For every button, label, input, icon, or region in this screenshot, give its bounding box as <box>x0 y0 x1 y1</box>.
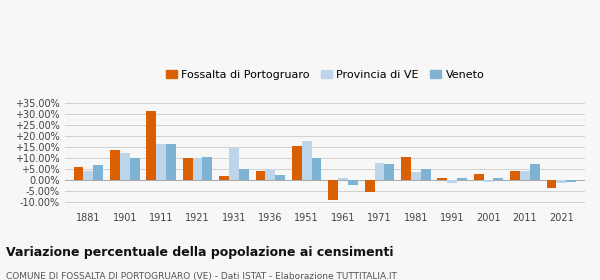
Bar <box>520 171 530 180</box>
Bar <box>156 144 166 180</box>
Bar <box>493 178 503 180</box>
Bar <box>265 169 275 180</box>
Bar <box>120 153 130 180</box>
Bar <box>385 164 394 180</box>
Bar <box>202 157 212 180</box>
Bar <box>365 180 374 192</box>
Bar <box>146 111 156 180</box>
Bar <box>484 180 493 182</box>
Bar <box>239 169 248 180</box>
Bar <box>566 180 576 182</box>
Bar <box>193 158 202 180</box>
Bar <box>311 158 322 180</box>
Bar <box>328 180 338 200</box>
Bar <box>256 171 265 180</box>
Bar <box>219 176 229 180</box>
Bar <box>437 178 447 180</box>
Bar <box>374 163 385 180</box>
Text: Variazione percentuale della popolazione ai censimenti: Variazione percentuale della popolazione… <box>6 246 394 259</box>
Bar <box>510 171 520 180</box>
Bar <box>474 174 484 180</box>
Bar <box>74 167 83 180</box>
Bar <box>275 175 285 180</box>
Bar <box>93 165 103 180</box>
Bar <box>556 180 566 183</box>
Bar <box>530 164 540 180</box>
Text: COMUNE DI FOSSALTA DI PORTOGRUARO (VE) - Dati ISTAT - Elaborazione TUTTITALIA.IT: COMUNE DI FOSSALTA DI PORTOGRUARO (VE) -… <box>6 272 397 280</box>
Bar <box>411 172 421 180</box>
Bar <box>183 158 193 180</box>
Bar <box>457 178 467 180</box>
Bar <box>547 180 556 188</box>
Bar <box>338 178 348 180</box>
Legend: Fossalta di Portogruaro, Provincia di VE, Veneto: Fossalta di Portogruaro, Provincia di VE… <box>161 65 488 84</box>
Bar <box>401 157 411 180</box>
Bar <box>229 148 239 180</box>
Bar <box>130 158 140 180</box>
Bar <box>110 150 120 180</box>
Bar <box>348 180 358 185</box>
Bar <box>83 171 93 180</box>
Bar <box>292 146 302 180</box>
Bar <box>302 141 311 180</box>
Bar <box>166 144 176 180</box>
Bar <box>421 169 431 180</box>
Bar <box>447 180 457 183</box>
